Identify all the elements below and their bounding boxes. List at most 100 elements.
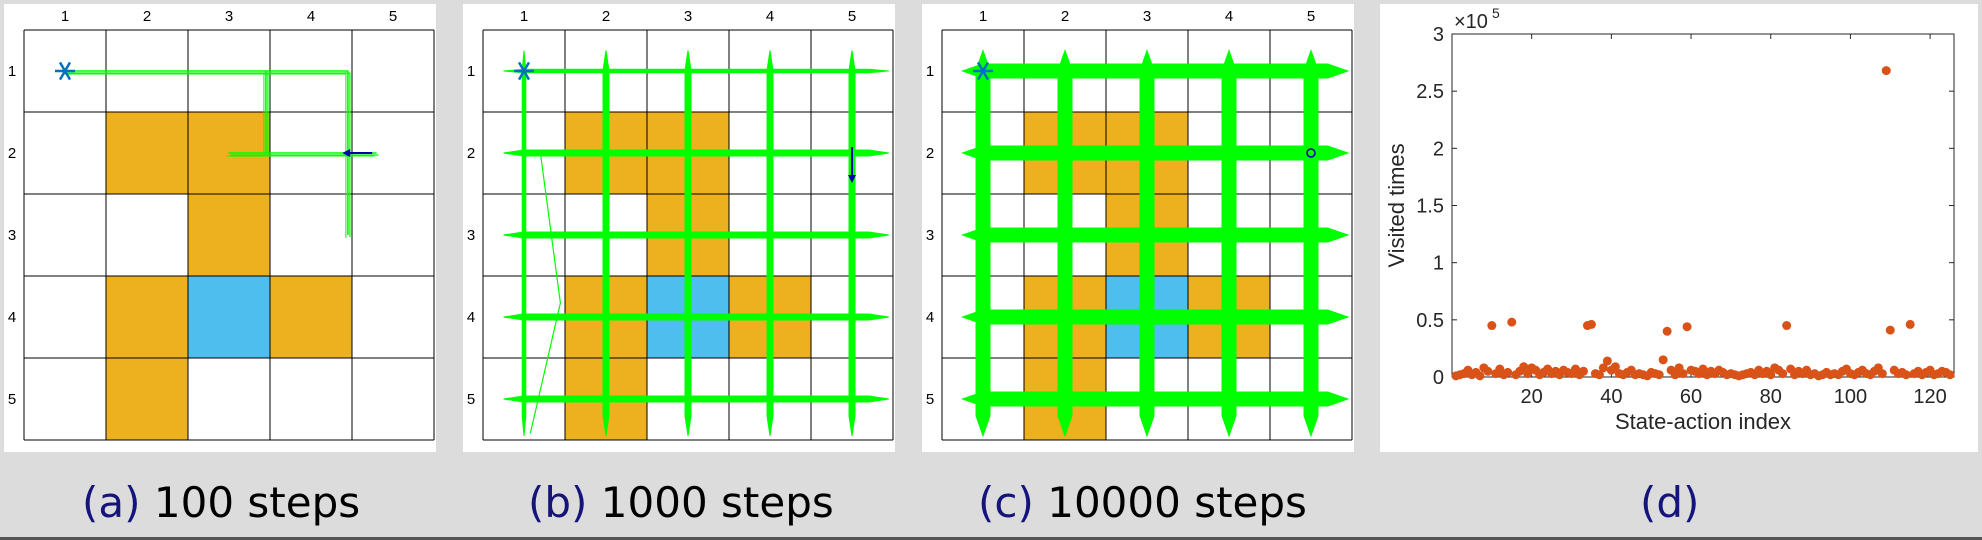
- y-tick-label: 2.5: [1416, 81, 1444, 103]
- forbidden-cell: [106, 358, 188, 440]
- scatter-point: [1487, 321, 1497, 331]
- column-label: 2: [1061, 8, 1069, 25]
- scatter-point: [1885, 325, 1895, 335]
- trajectory-band: [684, 50, 692, 436]
- trajectory-band: [1057, 48, 1073, 438]
- row-label: 3: [8, 227, 16, 244]
- scatter-point: [1594, 370, 1604, 380]
- trajectory-band: [960, 309, 1350, 325]
- scatter-point: [1586, 319, 1596, 329]
- direction-arrowhead: [848, 175, 856, 183]
- column-label: 1: [520, 8, 528, 25]
- y-tick-label: 0: [1433, 367, 1444, 389]
- scatter-panel-d: 0 0.5 1 1.5 2 2.5 3 20 40 60 80 100 120 State-action …: [1380, 4, 1978, 452]
- trajectory-band: [521, 50, 527, 436]
- target-cell: [188, 276, 270, 358]
- caption-c: (c) 10000 steps: [978, 478, 1307, 532]
- trajectory-group: [960, 48, 1350, 438]
- x-tick-label: 60: [1680, 386, 1702, 408]
- gridworld-panel-a: 1 2 3 4 5 1 2 3 4 5: [4, 4, 436, 452]
- caption-a: (a) 100 steps: [82, 478, 360, 532]
- x-axis-label: State-action index: [1615, 409, 1791, 434]
- trajectory-band: [960, 145, 1350, 161]
- column-label: 1: [61, 8, 69, 25]
- caption-d: (d): [1640, 478, 1699, 532]
- row-label: 5: [926, 391, 934, 408]
- caption-c-label: (c): [978, 478, 1034, 527]
- scatter-point: [1778, 369, 1788, 379]
- column-label: 1: [979, 8, 987, 25]
- row-label: 5: [8, 391, 16, 408]
- start-marker: [55, 61, 75, 81]
- scatter-point: [1678, 369, 1688, 379]
- caption-a-text: 100 steps: [153, 478, 361, 527]
- x-tick-label: 120: [1913, 386, 1946, 408]
- y-tick-label: 1: [1433, 253, 1444, 275]
- start-marker: [973, 61, 993, 81]
- trajectory-band: [602, 50, 610, 436]
- forbidden-cell: [106, 112, 188, 194]
- trajectory-path: [529, 152, 562, 434]
- start-marker-stroke: [58, 61, 72, 81]
- column-label: 5: [1307, 8, 1315, 25]
- column-label: 3: [684, 8, 692, 25]
- y-tick-label: 2: [1433, 138, 1444, 160]
- row-label: 1: [926, 63, 934, 80]
- x-tick-label: 80: [1760, 386, 1782, 408]
- scatter-point: [1782, 321, 1792, 331]
- trajectory-band: [1139, 48, 1155, 438]
- scatter-point: [1662, 326, 1672, 336]
- trajectory-band: [960, 391, 1350, 407]
- scatter-chart-svg: 0 0.5 1 1.5 2 2.5 3 20 40 60 80 100 120 State-action …: [1384, 5, 1955, 434]
- scatter-point: [1881, 66, 1891, 76]
- column-label: 3: [225, 8, 233, 25]
- caption-c-text: 10000 steps: [1047, 478, 1307, 527]
- row-label: 4: [926, 309, 934, 326]
- column-label: 4: [1225, 8, 1233, 25]
- trajectory-band: [503, 231, 889, 239]
- start-marker: [514, 61, 534, 81]
- row-label: 4: [467, 309, 475, 326]
- scatter-point: [1877, 369, 1887, 379]
- caption-d-label: (d): [1640, 478, 1700, 527]
- scatter-point: [1475, 371, 1485, 381]
- y-tick-label: 0.5: [1416, 310, 1444, 332]
- gridworld-b-svg: 1 2 3 4 5 1 2 3 4 5: [467, 8, 894, 441]
- trajectory-band: [503, 395, 889, 403]
- column-label: 4: [307, 8, 315, 25]
- trajectory-band: [960, 227, 1350, 243]
- trajectory-band: [1303, 48, 1319, 438]
- row-label: 2: [8, 145, 16, 162]
- forbidden-cell: [106, 276, 188, 358]
- row-label: 3: [467, 227, 475, 244]
- direction-arrowhead: [342, 149, 351, 157]
- trajectory-band: [848, 50, 856, 436]
- scatter-point: [1507, 317, 1517, 327]
- x-tick-label: 20: [1521, 386, 1543, 408]
- gridworld-a-svg: 1 2 3 4 5 1 2 3 4 5: [8, 8, 435, 441]
- column-label: 2: [143, 8, 151, 25]
- caption-b-text: 1000 steps: [600, 478, 834, 527]
- scatter-point: [1658, 355, 1668, 365]
- scatter-point: [1503, 367, 1513, 377]
- forbidden-cell: [270, 276, 352, 358]
- y-tick-label: 3: [1433, 24, 1444, 46]
- trajectory-band: [503, 313, 889, 321]
- start-marker-stroke: [976, 61, 990, 81]
- scatter-point: [1483, 366, 1493, 376]
- trajectory-band: [766, 50, 774, 436]
- caption-b-label: (b): [528, 478, 588, 527]
- gridworld-c-svg: 1 2 3 4 5 1 2 3 4 5: [926, 8, 1353, 441]
- caption-a-label: (a): [82, 478, 141, 527]
- y-exponent-label: ×10: [1454, 11, 1488, 33]
- row-label: 1: [8, 63, 16, 80]
- row-label: 2: [467, 145, 475, 162]
- stay-marker: [1306, 148, 1316, 158]
- row-label: 3: [926, 227, 934, 244]
- scatter-point: [1602, 356, 1612, 366]
- scatter-point: [1682, 322, 1692, 332]
- plot-area: [1451, 33, 1955, 378]
- column-label: 5: [848, 8, 856, 25]
- trajectory-band: [1221, 48, 1237, 438]
- row-label: 1: [467, 63, 475, 80]
